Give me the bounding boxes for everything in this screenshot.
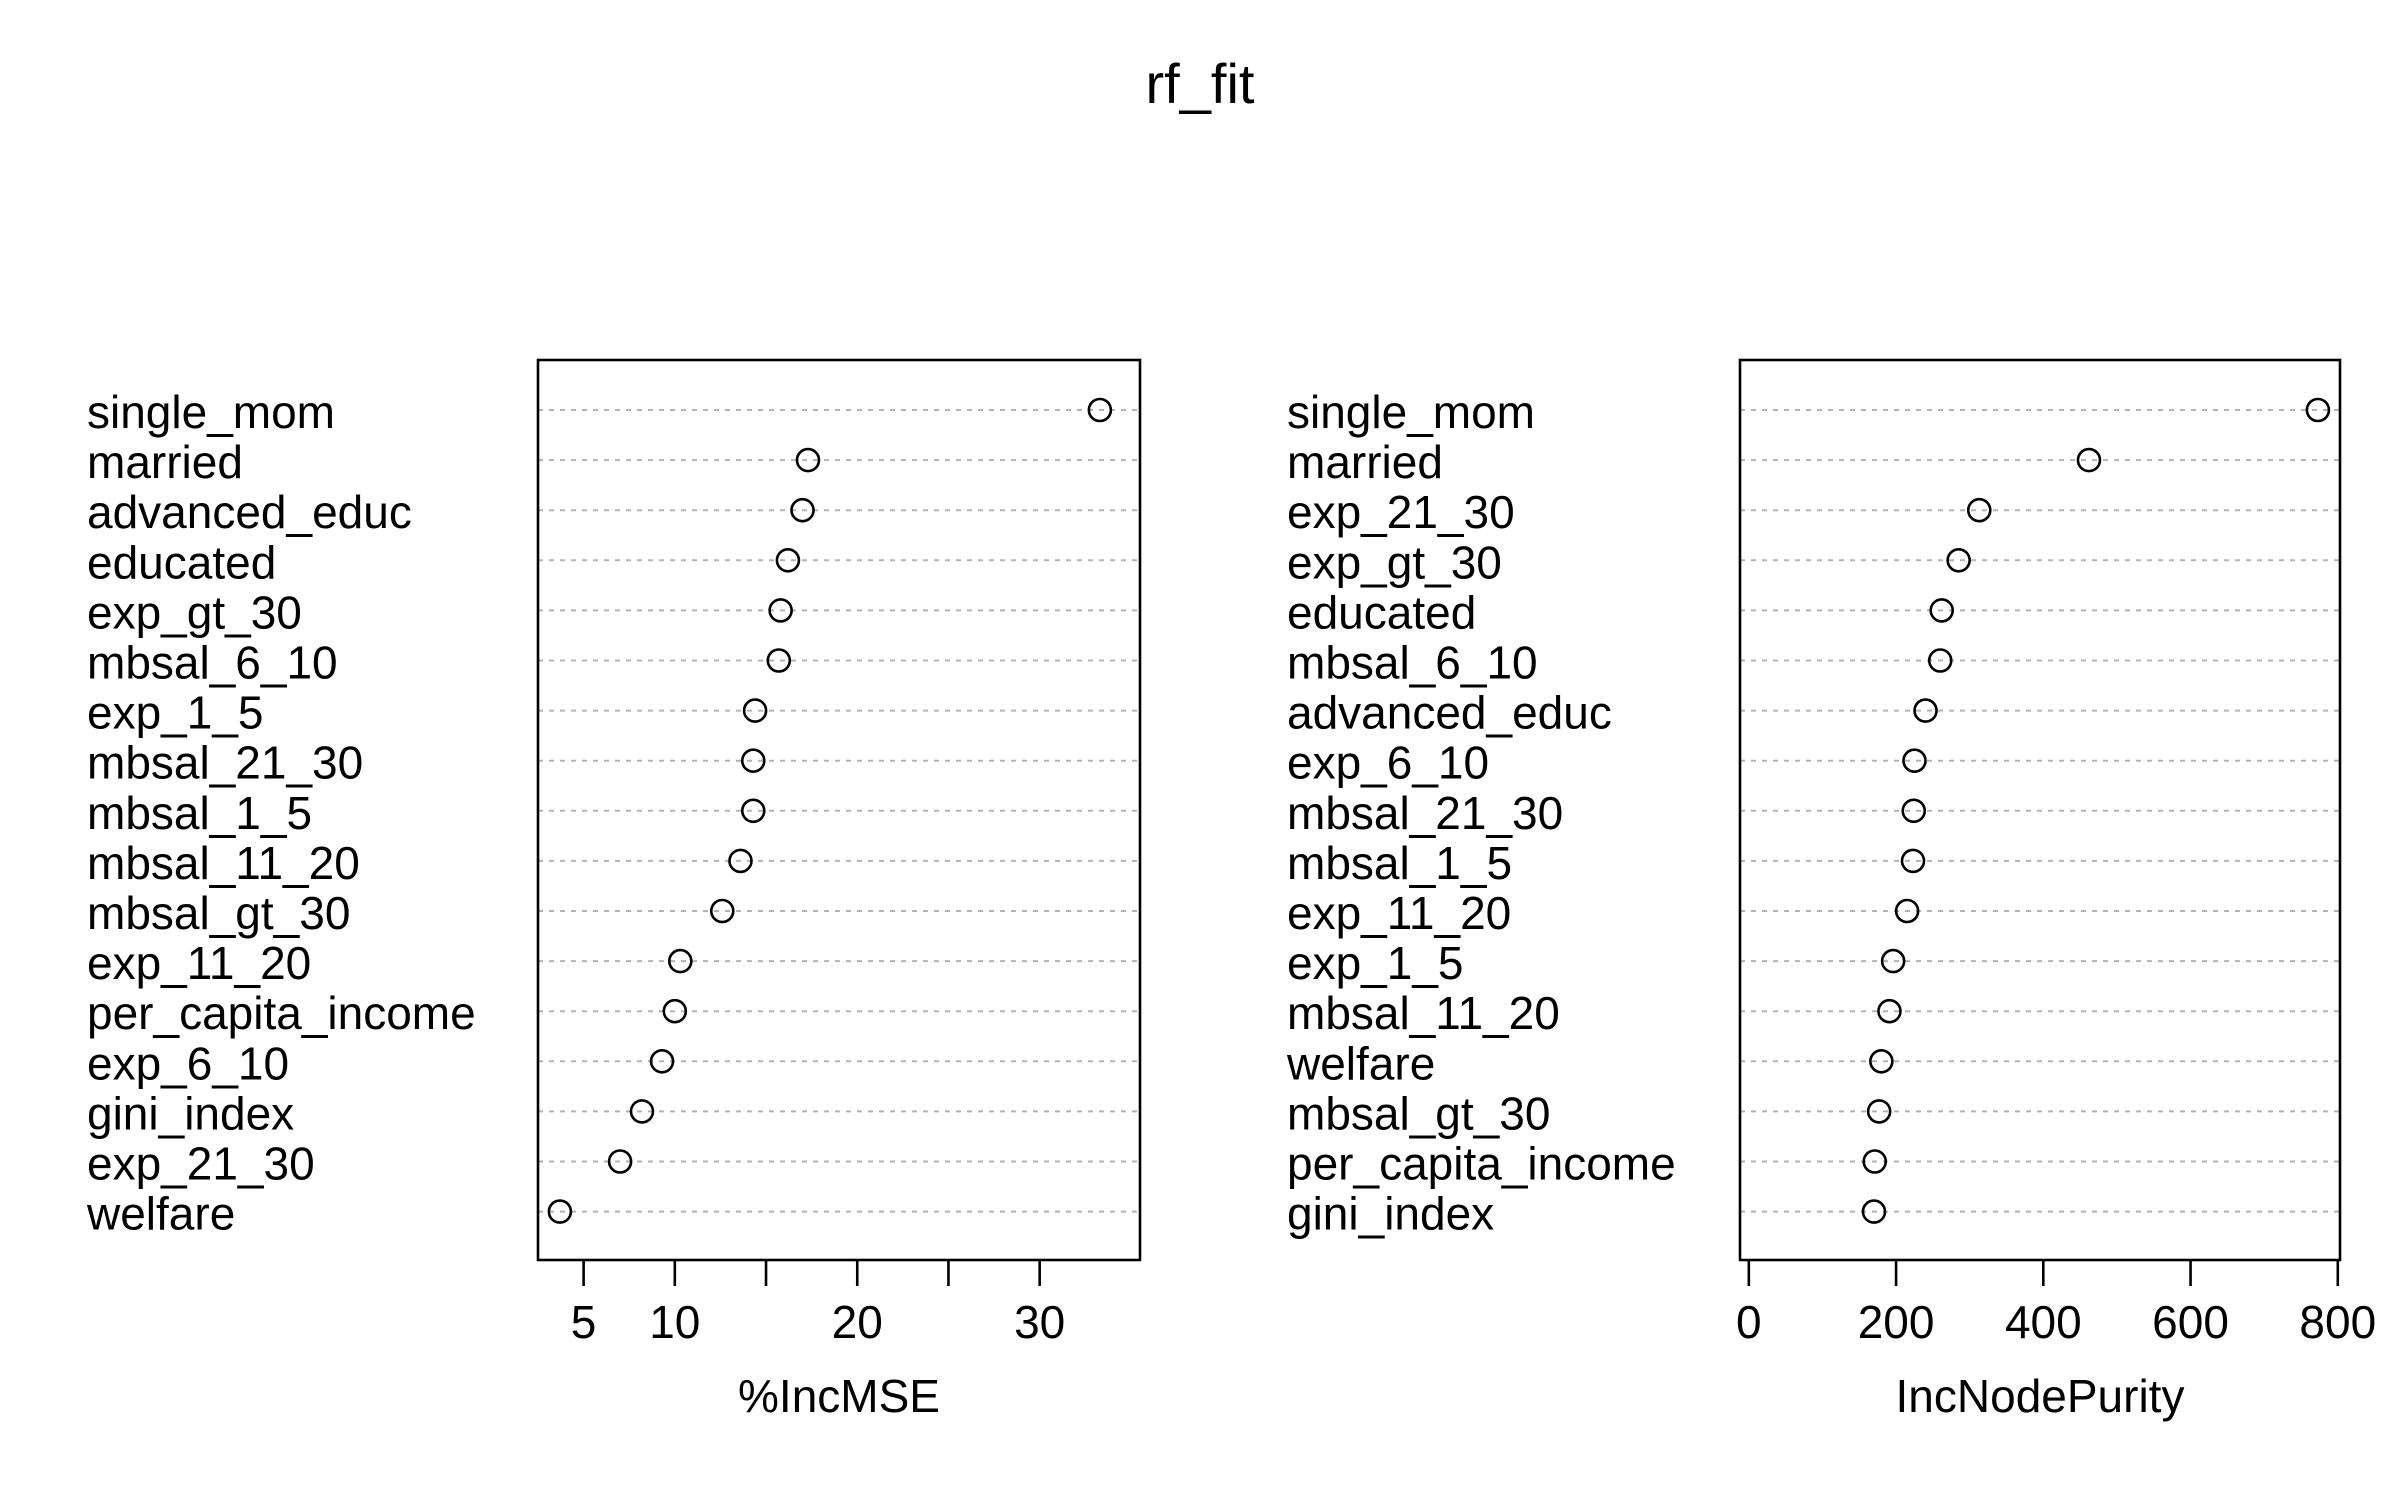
data-point [649, 1049, 675, 1074]
row-label: educated [87, 536, 276, 588]
plot-frame [1738, 358, 2342, 1262]
x-axis-label: %IncMSE [738, 1370, 940, 1422]
data-point [1913, 698, 1938, 723]
data-point [742, 698, 768, 723]
x-tick-label: 600 [2152, 1296, 2229, 1348]
data-point [1894, 898, 1920, 924]
data-point [1861, 1199, 1887, 1224]
row-label: mbsal_11_20 [87, 837, 360, 889]
x-tick-label: 10 [649, 1296, 700, 1348]
x-tick-label: 0 [1736, 1296, 1762, 1348]
data-point [1902, 748, 1927, 774]
row-label: single_mom [87, 386, 335, 438]
x-tick-label: 400 [2005, 1296, 2082, 1348]
data-point [775, 547, 801, 573]
row-label: mbsal_gt_30 [87, 887, 350, 939]
data-point [1877, 998, 1902, 1024]
x-tick-label: 30 [1014, 1296, 1065, 1348]
row-label: mbsal_6_10 [87, 637, 338, 689]
row-label: exp_21_30 [1287, 486, 1515, 538]
data-point [1869, 1049, 1894, 1074]
data-point [607, 1149, 633, 1174]
x-axis-label: IncNodePurity [1896, 1370, 2185, 1422]
data-point [629, 1099, 655, 1124]
row-label: married [87, 436, 243, 488]
panel-incmse: single_mommarriedadvanced_educeducatedex… [86, 358, 1142, 1422]
data-point [728, 848, 753, 874]
row-label: exp_11_20 [87, 937, 311, 989]
data-point [790, 497, 815, 523]
row-label: welfare [86, 1188, 235, 1240]
row-label: mbsal_11_20 [1287, 987, 1560, 1039]
plot-frame [536, 358, 1142, 1262]
data-point [740, 748, 766, 774]
row-label: single_mom [1287, 386, 1535, 438]
row-label: exp_1_5 [87, 687, 264, 739]
data-point [2305, 397, 2331, 423]
row-label: exp_gt_30 [87, 586, 302, 638]
panel-incnodepurity: single_mommarriedexp_21_30exp_gt_30educa… [1286, 358, 2376, 1422]
row-label: mbsal_21_30 [87, 737, 363, 789]
data-point [1901, 798, 1927, 824]
data-point [662, 998, 688, 1024]
row-label: per_capita_income [87, 987, 476, 1039]
data-point [667, 948, 693, 974]
row-label: exp_gt_30 [1287, 536, 1502, 588]
x-tick-label: 20 [832, 1296, 883, 1348]
row-label: exp_6_10 [87, 1037, 289, 1089]
row-label: mbsal_gt_30 [1287, 1087, 1550, 1139]
data-point [795, 447, 821, 473]
row-label: advanced_educ [87, 486, 412, 538]
row-label: exp_21_30 [87, 1138, 315, 1190]
row-label: per_capita_income [1287, 1138, 1676, 1190]
x-tick-label: 800 [2299, 1296, 2376, 1348]
row-label: married [1287, 436, 1443, 488]
data-point [547, 1199, 573, 1224]
data-point [740, 798, 766, 824]
x-tick-label: 5 [571, 1296, 597, 1348]
data-point [1880, 948, 1906, 974]
row-label: mbsal_6_10 [1287, 637, 1538, 689]
row-label: mbsal_1_5 [87, 787, 312, 839]
row-label: mbsal_21_30 [1287, 787, 1563, 839]
row-label: mbsal_1_5 [1287, 837, 1512, 889]
data-point [768, 598, 793, 623]
row-label: advanced_educ [1287, 687, 1612, 739]
row-label: exp_6_10 [1287, 737, 1489, 789]
data-point [1900, 848, 1926, 874]
data-point [1087, 397, 1113, 423]
figure-title: rf_fit [1146, 52, 1255, 115]
row-label: exp_1_5 [1287, 937, 1464, 989]
data-point [1966, 497, 1992, 523]
data-point [2076, 447, 2102, 473]
data-point [1866, 1099, 1892, 1124]
data-point [1929, 598, 1955, 623]
row-label: exp_11_20 [1287, 887, 1511, 939]
data-point [1946, 547, 1971, 573]
row-label: educated [1287, 586, 1476, 638]
data-point [709, 898, 735, 924]
row-label: gini_index [87, 1087, 294, 1139]
data-point [1927, 648, 1953, 673]
data-point [1862, 1149, 1888, 1174]
row-label: welfare [1286, 1037, 1435, 1089]
x-tick-label: 200 [1858, 1296, 1935, 1348]
data-point [766, 648, 792, 673]
row-label: gini_index [1287, 1188, 1494, 1240]
